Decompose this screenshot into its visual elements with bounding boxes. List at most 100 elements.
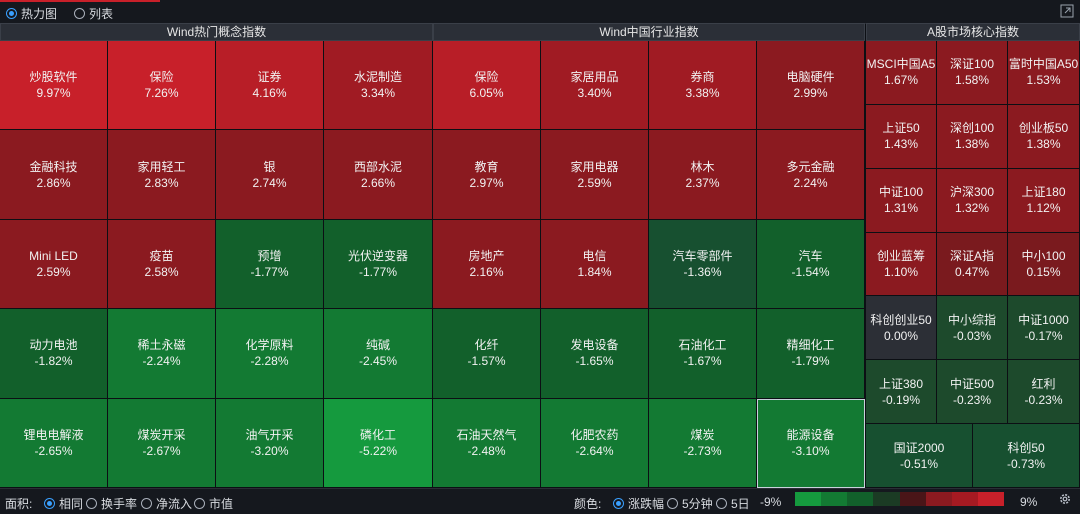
heatmap-tile[interactable]: 锂电电解液 -2.65% xyxy=(0,398,108,488)
tile-change: 1.43% xyxy=(883,137,919,152)
section-title: A股市场核心指数 xyxy=(866,23,1080,41)
tile-change: -2.24% xyxy=(142,354,181,369)
heatmap-tile[interactable]: 国证2000 -0.51% xyxy=(866,424,973,488)
area-option-turnover[interactable]: 换手率 xyxy=(86,495,137,512)
heatmap-tile[interactable]: MSCI中国A5 1.67% xyxy=(866,41,937,105)
heatmap-tile[interactable]: 深证A指 0.47% xyxy=(937,232,1008,297)
tile-change: -1.79% xyxy=(791,354,830,369)
heatmap-tile[interactable]: 中证1000 -0.17% xyxy=(1008,296,1080,361)
color-legend xyxy=(795,492,1004,506)
heatmap-tile[interactable]: 能源设备 -3.10% xyxy=(757,398,865,488)
tile-name: 光伏逆变器 xyxy=(347,248,408,263)
tile-name: 煤炭开采 xyxy=(137,427,186,442)
tile-change: -1.54% xyxy=(791,264,830,279)
radio-icon xyxy=(86,498,97,509)
heatmap-tile[interactable]: 煤炭 -2.73% xyxy=(649,398,757,488)
heatmap-tile[interactable]: 稀土永磁 -2.24% xyxy=(108,309,216,399)
heatmap-tile[interactable]: 疫苗 2.58% xyxy=(108,219,216,310)
heatmap-tile[interactable]: 保险 6.05% xyxy=(433,41,541,131)
heatmap-tile[interactable]: 水泥制造 3.34% xyxy=(324,41,433,131)
heatmap-tile[interactable]: 教育 2.97% xyxy=(433,130,541,220)
heatmap-tile[interactable]: 化纤 -1.57% xyxy=(433,309,541,399)
heatmap-tile[interactable]: 林木 2.37% xyxy=(649,130,757,220)
expand-icon[interactable] xyxy=(1060,4,1074,18)
heatmap-tile[interactable]: 电信 1.84% xyxy=(541,219,649,310)
color-option-5min[interactable]: 5分钟 xyxy=(667,495,713,512)
tile-name: 能源设备 xyxy=(786,427,835,442)
heatmap-tile[interactable]: Mini LED 2.59% xyxy=(0,219,108,310)
color-option-5day[interactable]: 5日 xyxy=(716,495,750,512)
heatmap-tile[interactable]: 油气开采 -3.20% xyxy=(216,398,324,488)
tile-name: 电脑硬件 xyxy=(786,70,835,85)
gear-icon[interactable] xyxy=(1058,492,1072,506)
heatmap-tile[interactable]: 汽车零部件 -1.36% xyxy=(649,219,757,310)
heatmap-tile[interactable]: 中证100 1.31% xyxy=(866,168,937,233)
heatmap-tile[interactable]: 券商 3.38% xyxy=(649,41,757,131)
heatmap-tile[interactable]: 电脑硬件 2.99% xyxy=(757,41,865,131)
heatmap-tile[interactable]: 深创100 1.38% xyxy=(937,104,1008,169)
area-option-netflow[interactable]: 净流入 xyxy=(141,495,192,512)
heatmap-tile[interactable]: 炒股软件 9.97% xyxy=(0,41,108,131)
tile-name: 预增 xyxy=(257,248,282,263)
tile-change: 2.83% xyxy=(144,175,179,190)
heatmap-tile[interactable]: 光伏逆变器 -1.77% xyxy=(324,219,433,310)
heatmap-tile[interactable]: 化学原料 -2.28% xyxy=(216,309,324,399)
heatmap-tile[interactable]: 家用电器 2.59% xyxy=(541,130,649,220)
tile-change: 0.15% xyxy=(1026,264,1061,279)
heatmap-tile[interactable]: 科创创业50 0.00% xyxy=(866,296,937,361)
heatmap-tile[interactable]: 富时中国A50 1.53% xyxy=(1008,41,1080,105)
heatmap-tile[interactable]: 化肥农药 -2.64% xyxy=(541,398,649,488)
heatmap-tile[interactable]: 汽车 -1.54% xyxy=(757,219,865,310)
tile-name: 多元金融 xyxy=(786,159,835,174)
tile-name: 化学原料 xyxy=(245,338,294,353)
area-option-marketcap[interactable]: 市值 xyxy=(194,495,233,512)
area-option-same[interactable]: 相同 xyxy=(44,495,83,512)
heatmap-tile[interactable]: 石油化工 -1.67% xyxy=(649,309,757,399)
tile-name: 上证50 xyxy=(882,121,920,136)
tile-change: 1.38% xyxy=(1026,137,1061,152)
heatmap-tile[interactable]: 创业蓝筹 1.10% xyxy=(866,232,937,297)
view-option-heatmap[interactable]: 热力图 xyxy=(6,5,57,22)
tile-name: 教育 xyxy=(474,159,499,174)
heatmap-tile[interactable]: 煤炭开采 -2.67% xyxy=(108,398,216,488)
section-title: Wind热门概念指数 xyxy=(0,23,433,41)
heatmap-tile[interactable]: 多元金融 2.24% xyxy=(757,130,865,220)
heatmap-tile[interactable]: 发电设备 -1.65% xyxy=(541,309,649,399)
heatmap-tile[interactable]: 精细化工 -1.79% xyxy=(757,309,865,399)
tile-name: 汽车零部件 xyxy=(672,248,733,263)
heatmap-tile[interactable]: 磷化工 -5.22% xyxy=(324,398,433,488)
heatmap-tile[interactable]: 科创50 -0.73% xyxy=(973,424,1080,488)
color-option-label: 5日 xyxy=(731,497,750,511)
heatmap-tile[interactable]: 创业板50 1.38% xyxy=(1008,104,1080,169)
heatmap-tile[interactable]: 沪深300 1.32% xyxy=(937,168,1008,233)
heatmap-tile[interactable]: 中小综指 -0.03% xyxy=(937,296,1008,361)
color-option-change[interactable]: 涨跌幅 xyxy=(613,495,664,512)
heatmap-tile[interactable]: 中证500 -0.23% xyxy=(937,360,1008,425)
heatmap-tile[interactable]: 家居用品 3.40% xyxy=(541,41,649,131)
heatmap-tile[interactable]: 预增 -1.77% xyxy=(216,219,324,310)
tile-change: -3.20% xyxy=(250,443,289,458)
heatmap-tile[interactable]: 动力电池 -1.82% xyxy=(0,309,108,399)
tile-name: 上证380 xyxy=(878,376,924,391)
heatmap-tile[interactable]: 西部水泥 2.66% xyxy=(324,130,433,220)
heatmap-tile[interactable]: 家用轻工 2.83% xyxy=(108,130,216,220)
heatmap-tile[interactable]: 上证380 -0.19% xyxy=(866,360,937,425)
heatmap-tile[interactable]: 上证180 1.12% xyxy=(1008,168,1080,233)
heatmap-tile[interactable]: 红利 -0.23% xyxy=(1008,360,1080,425)
heatmap-tile[interactable]: 中小100 0.15% xyxy=(1008,232,1080,297)
heatmap-tile[interactable]: 石油天然气 -2.48% xyxy=(433,398,541,488)
heatmap-tile[interactable]: 纯碱 -2.45% xyxy=(324,309,433,399)
heatmap-tile[interactable]: 上证50 1.43% xyxy=(866,104,937,169)
tile-name: 水泥制造 xyxy=(353,70,402,85)
heatmap-tile[interactable]: 深证100 1.58% xyxy=(937,41,1008,105)
tile-name: 石油天然气 xyxy=(456,427,517,442)
tile-change: -2.65% xyxy=(34,443,73,458)
heatmap-tile[interactable]: 证券 4.16% xyxy=(216,41,324,131)
area-option-label: 相同 xyxy=(59,497,84,511)
tile-change: 2.74% xyxy=(252,175,287,190)
heatmap-tile[interactable]: 银 2.74% xyxy=(216,130,324,220)
heatmap-tile[interactable]: 金融科技 2.86% xyxy=(0,130,108,220)
view-option-list[interactable]: 列表 xyxy=(74,5,113,22)
heatmap-tile[interactable]: 保险 7.26% xyxy=(108,41,216,131)
heatmap-tile[interactable]: 房地产 2.16% xyxy=(433,219,541,310)
